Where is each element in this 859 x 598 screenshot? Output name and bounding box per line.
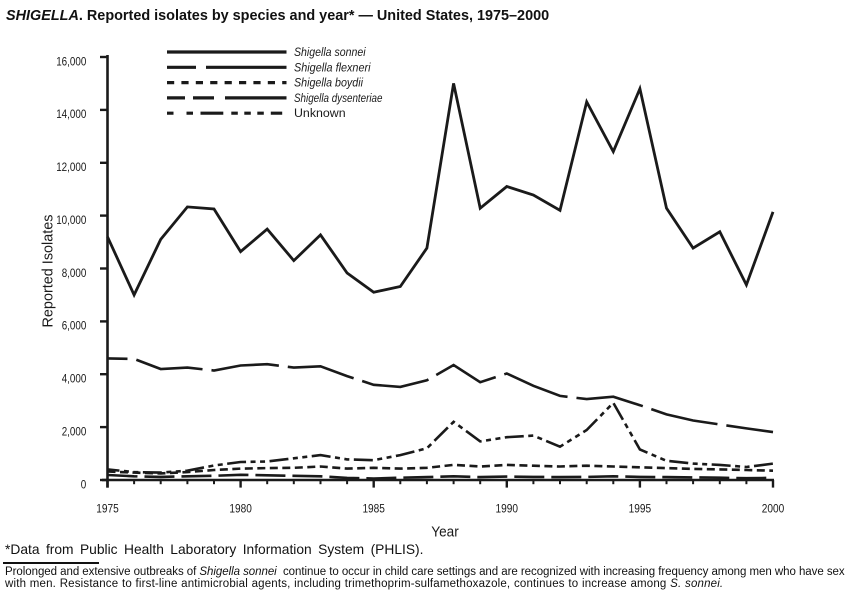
svg-text:1990: 1990: [496, 503, 519, 516]
svg-text:4,000: 4,000: [62, 373, 87, 386]
svg-text:1985: 1985: [362, 503, 385, 516]
svg-text:0: 0: [81, 478, 87, 491]
svg-text:1975: 1975: [96, 503, 119, 516]
svg-text:1995: 1995: [629, 503, 652, 516]
svg-text:Shigella sonnei: Shigella sonnei: [294, 47, 366, 59]
svg-text:14,000: 14,000: [56, 108, 87, 121]
svg-text:Unknown: Unknown: [294, 108, 346, 120]
svg-text:8,000: 8,000: [62, 267, 87, 280]
svg-text:10,000: 10,000: [56, 214, 87, 227]
svg-text:2000: 2000: [762, 503, 785, 516]
svg-text:Shigella dysenteriae: Shigella dysenteriae: [294, 93, 383, 105]
svg-text:12,000: 12,000: [56, 161, 87, 174]
svg-text:Shigella flexneri: Shigella flexneri: [294, 62, 371, 74]
svg-text:Year: Year: [431, 525, 459, 541]
svg-text:6,000: 6,000: [62, 320, 87, 333]
svg-text:Shigella boydii: Shigella boydii: [294, 78, 363, 90]
svg-text:2,000: 2,000: [62, 425, 87, 438]
svg-text:16,000: 16,000: [56, 55, 87, 68]
svg-text:Reported Isolates: Reported Isolates: [40, 215, 57, 328]
svg-text:1980: 1980: [229, 503, 252, 516]
